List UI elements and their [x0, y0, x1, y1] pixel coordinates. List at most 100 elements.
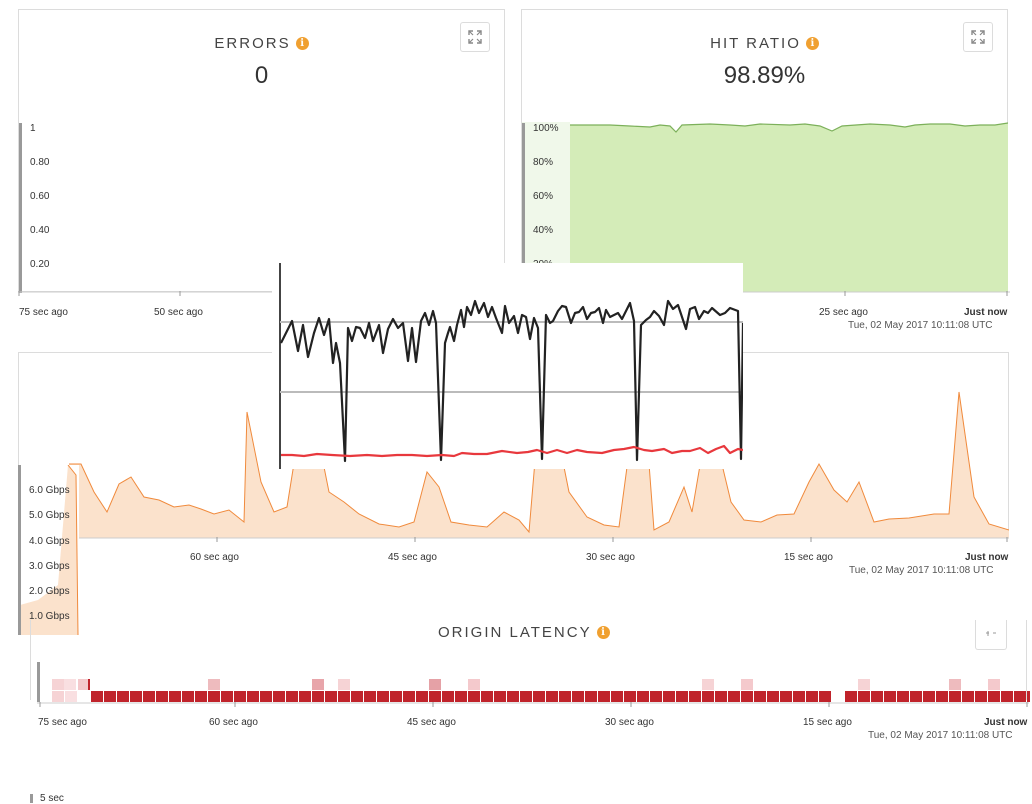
info-icon[interactable]: i [596, 626, 610, 639]
heatmap-cell [728, 691, 740, 702]
heatmap-cell [364, 691, 376, 702]
errors-value: 0 [254, 62, 269, 89]
heatmap-cell [806, 691, 818, 702]
bandwidth-line [69, 391, 1009, 534]
heatmap-cell [949, 691, 961, 702]
heatmap-cell [598, 691, 610, 702]
heatmap-cell [377, 691, 389, 702]
heatmap-cell [1027, 691, 1030, 702]
heatmap-cell [208, 691, 220, 702]
heatmap-cell [767, 691, 779, 702]
bandwidth-x-tick: 45 sec ago [388, 552, 437, 563]
heatmap-cell [611, 691, 623, 702]
heatmap-cell [338, 691, 350, 702]
hit-ratio-y-tick: 60% [533, 191, 554, 202]
heatmap-cell [637, 691, 649, 702]
heatmap-cell [962, 691, 974, 702]
heatmap-cell [858, 691, 870, 702]
heatmap-cell [130, 691, 142, 702]
errors-x-tick: 50 sec ago [154, 307, 203, 318]
bandwidth-x-tick: 60 sec ago [190, 552, 239, 563]
overlay-black-series [280, 299, 743, 463]
heatmap-cell [156, 691, 168, 702]
heatmap-cell [507, 691, 519, 702]
hit-ratio-x-tick: Just now [964, 307, 1008, 318]
bandwidth-x-tick: Just now [965, 552, 1009, 563]
heatmap-cell [78, 679, 90, 690]
overlay-chart-plot [279, 263, 743, 469]
heatmap-cell [494, 691, 506, 702]
heatmap-cell [858, 679, 870, 690]
heatmap-cell [975, 691, 987, 702]
errors-y-tick: 1 [30, 123, 36, 134]
heatmap-cell [169, 691, 181, 702]
bucket-bar [30, 794, 33, 803]
bandwidth-y-tick: 4.0 Gbps [29, 536, 70, 547]
heatmap-cell [52, 679, 64, 690]
heatmap-cell [741, 691, 753, 702]
heatmap-cell [338, 679, 350, 690]
heatmap-cell [546, 691, 558, 702]
heatmap-cell [65, 691, 77, 702]
errors-y-tick: 0.20 [30, 259, 50, 270]
expand-icon[interactable] [460, 22, 490, 52]
heatmap-cell [741, 679, 753, 690]
heatmap-cell [754, 691, 766, 702]
hit-ratio-area [570, 122, 1008, 292]
bandwidth-left-spike [20, 465, 79, 635]
origin-latency-timestamp: Tue, 02 May 2017 10:11:08 UTC [868, 730, 1013, 741]
hit-ratio-axis-bar [522, 123, 525, 293]
bandwidth-left-spike-line [67, 465, 79, 635]
heatmap-cell [52, 691, 64, 702]
overlay-chart [272, 263, 743, 469]
heatmap-cell [117, 691, 129, 702]
heatmap-cell [234, 691, 246, 702]
hit-ratio-timestamp: Tue, 02 May 2017 10:11:08 UTC [848, 320, 993, 331]
heatmap-cell [793, 691, 805, 702]
heatmap-cell [390, 691, 402, 702]
heatmap-cell [559, 691, 571, 702]
errors-title-row: ERRORS i [19, 35, 504, 52]
heatmap-cell [936, 691, 948, 702]
heatmap-cell [416, 691, 428, 702]
hit-ratio-x-tick: 25 sec ago [819, 307, 868, 318]
hit-ratio-y-tick: 80% [533, 157, 554, 168]
bandwidth-y-tick: 5.0 Gbps [29, 510, 70, 521]
heatmap-cell [520, 691, 532, 702]
heatmap-cell [1001, 691, 1013, 702]
errors-y-tick: 0.80 [30, 157, 50, 168]
errors-y-tick: 0.60 [30, 191, 50, 202]
heatmap-cell [923, 691, 935, 702]
heatmap-cell [715, 691, 727, 702]
heatmap-cell [572, 691, 584, 702]
errors-x-axis [18, 291, 278, 296]
heatmap-cell [897, 691, 909, 702]
heatmap-cell [64, 679, 76, 690]
heatmap-cell [247, 691, 259, 702]
origin-latency-panel [30, 620, 1027, 700]
hit-ratio-fill [570, 123, 1008, 292]
heatmap-cell [689, 691, 701, 702]
bandwidth-x-tick: 15 sec ago [784, 552, 833, 563]
heatmap-cell [403, 691, 415, 702]
heatmap-cell [949, 679, 961, 690]
origin-latency-x-tick: 15 sec ago [803, 717, 852, 728]
heatmap-cell [780, 691, 792, 702]
bandwidth-axis-bar [18, 465, 21, 635]
heatmap-cell [208, 679, 220, 690]
heatmap-cell [429, 691, 441, 702]
bucket-label: 5 sec [40, 793, 64, 804]
expand-icon[interactable] [975, 620, 1007, 650]
expand-icon[interactable] [963, 22, 993, 52]
heatmap-cell [988, 691, 1000, 702]
heatmap-cell [455, 691, 467, 702]
errors-title: ERRORS [214, 35, 291, 52]
bandwidth-x-tick: 30 sec ago [586, 552, 635, 563]
hit-ratio-x-axis [740, 291, 1010, 296]
info-icon[interactable]: i [295, 37, 309, 50]
heatmap-cell [91, 691, 103, 702]
info-icon[interactable]: i [805, 37, 819, 50]
heatmap-cell [260, 691, 272, 702]
bandwidth-y-tick: 1.0 Gbps [29, 611, 70, 622]
heatmap-cell [182, 691, 194, 702]
